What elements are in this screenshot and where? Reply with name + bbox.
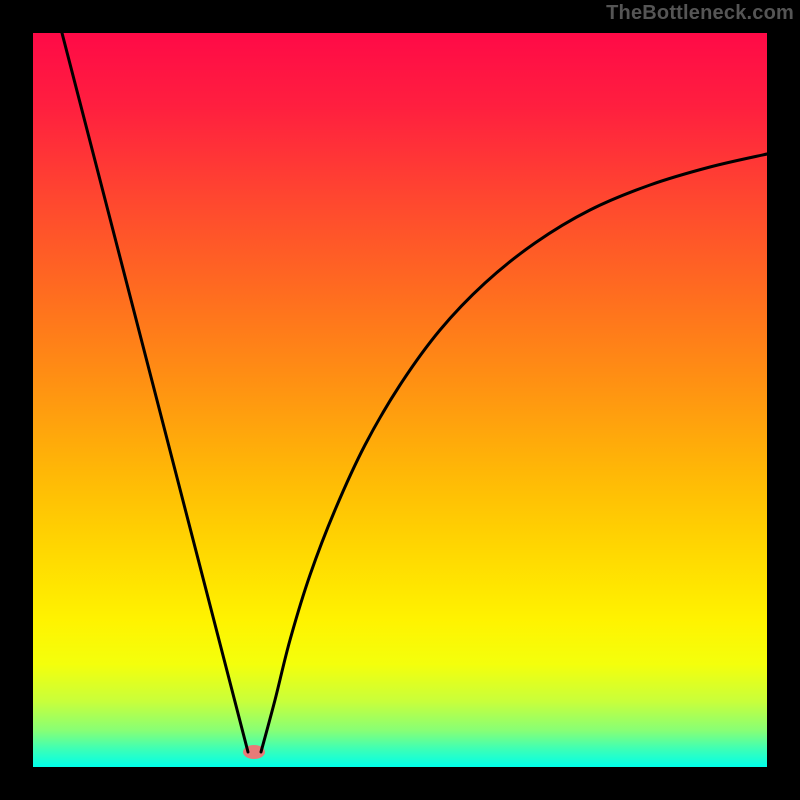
bottleneck-chart: TheBottleneck.com [0,0,800,800]
plot-background [33,33,767,767]
chart-svg [0,0,800,800]
watermark-text: TheBottleneck.com [606,2,794,25]
